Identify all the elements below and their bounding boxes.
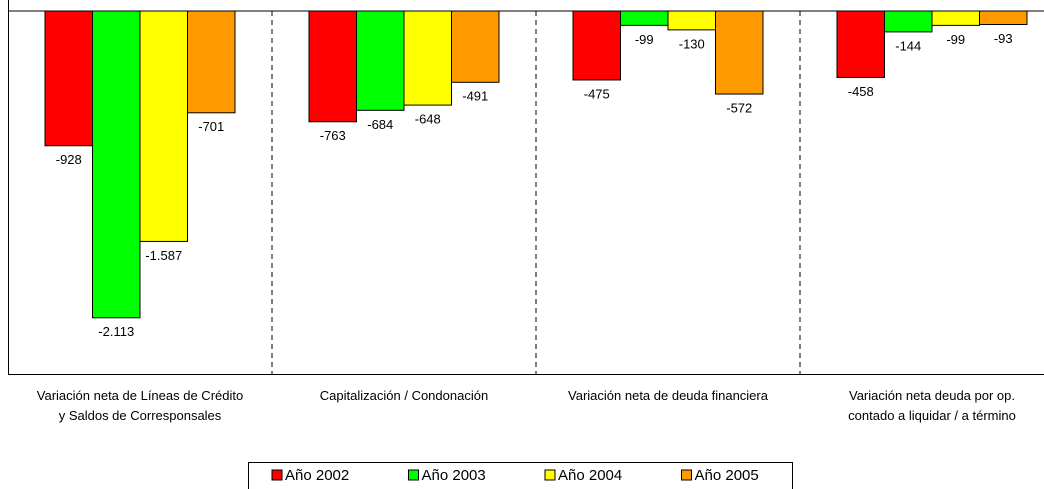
value-label: -2.113 [98,324,134,339]
bar [931,10,980,26]
legend-label: Año 2004 [558,467,622,484]
bar [403,10,452,106]
bar [620,10,669,26]
legend-swatch [681,469,692,481]
value-label: -458 [848,84,874,99]
bar [572,10,621,81]
bar [308,10,357,123]
category-label: Variación neta de Líneas de Crédito y Sa… [36,388,244,423]
value-label: -475 [584,86,610,101]
value-label: -144 [895,38,921,53]
value-label: -763 [320,128,346,143]
value-label: -684 [367,117,393,132]
bar [187,10,236,114]
value-label: -1.587 [145,248,182,263]
bar [451,10,500,83]
value-label: -701 [198,119,224,134]
legend-label: Año 2003 [422,467,486,484]
bar [667,10,716,31]
value-label: -99 [946,32,965,47]
category-label: Capitalización / Condonación [319,388,489,403]
legend-box [248,462,793,489]
bar [979,10,1028,26]
legend-swatch [408,469,419,481]
bar [44,10,93,147]
category-label: Variación neta de deuda financiera [568,388,768,403]
value-label: -93 [994,31,1013,46]
value-label: -648 [415,112,441,127]
legend-label: Año 2002 [285,467,349,484]
bar [92,10,141,319]
value-label: -491 [462,89,488,104]
legend-label: Año 2005 [695,467,759,484]
bar [715,10,764,95]
bar [139,10,188,242]
value-label: -130 [679,36,705,51]
category-label: Variación neta deuda por op. contado a l… [848,388,1016,423]
legend-swatch [271,469,283,481]
value-label: -99 [635,32,654,47]
value-label: -572 [726,100,752,115]
value-label: -928 [56,152,82,167]
bar [836,10,885,79]
legend-swatch [544,469,556,481]
bar [356,10,405,111]
bar [884,10,933,33]
